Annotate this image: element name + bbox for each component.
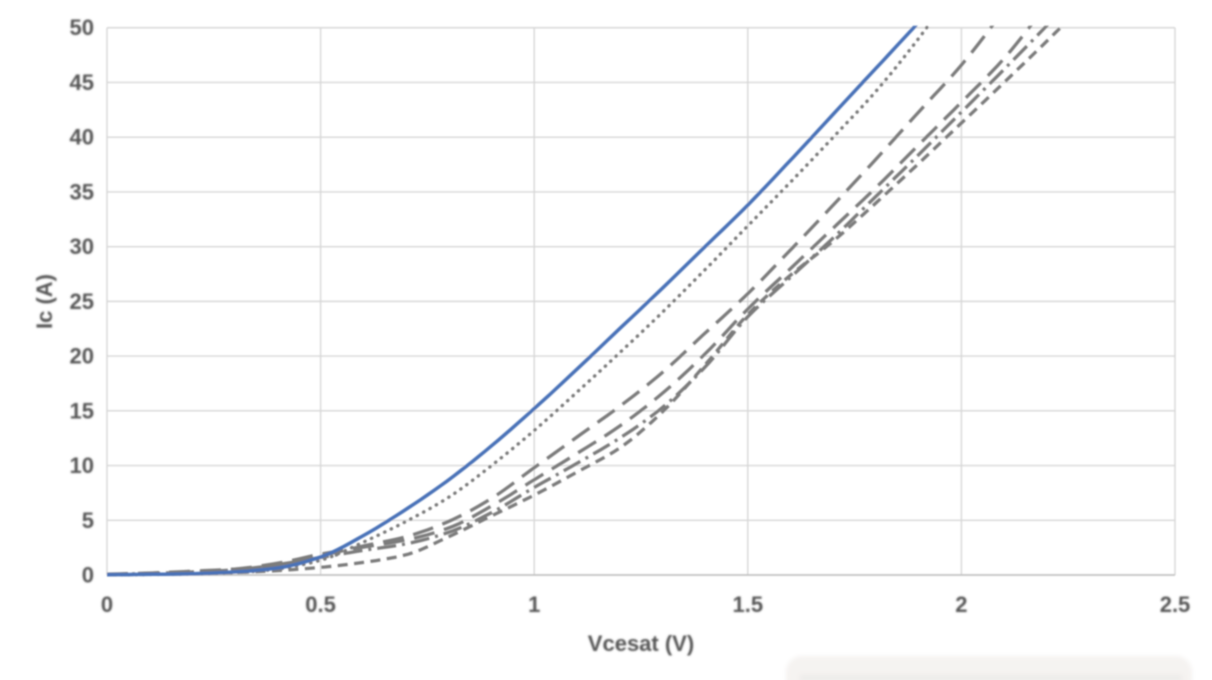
svg-text:1.5: 1.5: [733, 592, 764, 617]
svg-text:50: 50: [70, 15, 94, 40]
svg-text:30: 30: [70, 234, 94, 259]
svg-text:20: 20: [70, 344, 94, 369]
svg-text:35: 35: [70, 179, 94, 204]
svg-text:2.5: 2.5: [1160, 592, 1191, 617]
svg-text:Vcesat (V): Vcesat (V): [588, 631, 694, 656]
svg-text:10: 10: [70, 453, 94, 478]
svg-text:15: 15: [70, 398, 94, 423]
svg-text:0: 0: [82, 563, 94, 588]
svg-text:5: 5: [82, 508, 94, 533]
svg-text:2: 2: [955, 592, 967, 617]
svg-text:0: 0: [101, 592, 113, 617]
svg-text:1: 1: [528, 592, 540, 617]
svg-text:0.5: 0.5: [305, 592, 336, 617]
svg-text:Ic (A): Ic (A): [32, 274, 57, 329]
svg-text:25: 25: [70, 289, 94, 314]
svg-text:40: 40: [70, 125, 94, 150]
svg-text:45: 45: [70, 70, 94, 95]
